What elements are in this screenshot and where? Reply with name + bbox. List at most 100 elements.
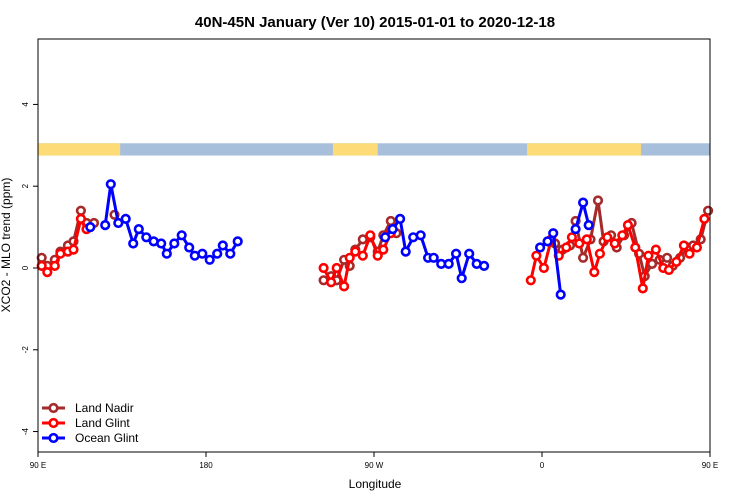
y-tick-label: 0 (21, 265, 30, 270)
data-point-land-glint (75, 213, 86, 224)
data-point-land-glint (574, 238, 585, 249)
data-point-land-glint (331, 262, 342, 274)
data-point-land-glint (699, 213, 710, 224)
data-point-ocean-glint (113, 217, 124, 229)
data-point-land-glint (630, 242, 641, 253)
data-point-ocean-glint (577, 197, 589, 208)
data-point-ocean-glint (105, 179, 116, 190)
data-point-land-glint (525, 275, 536, 286)
data-point-ocean-glint (456, 273, 467, 284)
data-point-ocean-glint (120, 213, 131, 224)
data-point-land-glint (357, 250, 368, 261)
y-tick-label: 4 (21, 102, 30, 107)
land-strip-segment (332, 143, 378, 156)
data-point-land-nadir (577, 252, 589, 263)
data-point-ocean-glint (232, 236, 243, 247)
data-point-land-nadir (385, 215, 396, 227)
data-point-ocean-glint (548, 228, 559, 239)
x-tick-label: 90 W (365, 461, 384, 470)
legend-item-ocean-glint: Ocean Glint (42, 431, 139, 445)
x-tick-label: 0 (540, 461, 545, 470)
legend-swatch-marker (48, 402, 59, 414)
y-tick-label: 2 (21, 183, 30, 188)
legend-swatch-marker (48, 417, 59, 429)
data-point-ocean-glint (204, 254, 215, 265)
data-point-land-glint (561, 242, 572, 253)
y-tick-label: -2 (21, 346, 30, 354)
data-point-land-glint (581, 234, 592, 245)
series-ocean-glint (85, 179, 594, 300)
data-point-ocean-glint (387, 224, 398, 235)
data-point-land-glint (68, 244, 79, 255)
data-point-land-glint (663, 264, 675, 276)
data-point-land-nadir (75, 205, 86, 216)
data-point-ocean-glint (534, 242, 546, 253)
legend-label: Ocean Glint (75, 431, 139, 445)
data-point-land-glint (678, 240, 690, 251)
data-point-land-glint (617, 230, 628, 241)
legend-swatch-marker (48, 432, 59, 444)
data-point-ocean-glint (400, 246, 411, 257)
data-point-land-glint (318, 262, 329, 274)
data-point-ocean-glint (197, 248, 208, 259)
data-point-land-glint (538, 262, 550, 274)
data-point-ocean-glint (184, 242, 195, 253)
data-point-land-glint (609, 238, 620, 249)
data-point-land-glint (378, 244, 389, 255)
data-point-ocean-glint (443, 258, 454, 270)
data-point-land-glint (602, 232, 613, 243)
data-point-land-glint (684, 248, 695, 259)
data-point-land-glint (643, 250, 654, 261)
data-point-land-nadir (702, 205, 714, 216)
data-point-land-glint (350, 246, 361, 257)
data-point-ocean-glint (225, 248, 236, 259)
data-point-ocean-glint (415, 230, 426, 241)
data-point-ocean-glint (133, 224, 144, 235)
legend-label: Land Glint (75, 416, 130, 430)
x-tick-label: 180 (199, 461, 213, 470)
data-point-land-nadir (661, 252, 673, 263)
data-point-land-glint (42, 267, 53, 278)
legend-item-land-nadir: Land Nadir (42, 401, 134, 415)
data-point-ocean-glint (395, 213, 406, 224)
data-point-ocean-glint (479, 260, 490, 272)
data-point-ocean-glint (451, 248, 462, 259)
data-point-ocean-glint (464, 248, 475, 259)
data-point-land-glint (566, 232, 578, 243)
data-point-land-glint (372, 250, 383, 261)
x-tick-label: 90 E (30, 461, 46, 470)
y-axis-title: XCO2 - MLO trend (ppm) (0, 178, 13, 313)
data-point-land-glint (365, 230, 376, 241)
series-layer (36, 179, 714, 300)
data-point-land-nadir (36, 252, 47, 263)
data-point-ocean-glint (583, 220, 594, 231)
data-point-ocean-glint (85, 222, 96, 233)
data-point-ocean-glint (156, 238, 167, 249)
data-point-land-glint (671, 256, 682, 268)
data-point-ocean-glint (141, 232, 152, 243)
legend-label: Land Nadir (75, 401, 134, 415)
x-axis: 90 E 180 90 W 0 90 E (30, 452, 718, 470)
data-point-ocean-glint (380, 232, 391, 243)
y-tick-label: -4 (21, 427, 30, 435)
data-point-land-glint (650, 244, 662, 255)
data-point-land-glint (589, 267, 600, 278)
data-point-ocean-glint (212, 248, 223, 259)
series-line-ocean-glint (384, 217, 485, 280)
data-point-land-nadir (592, 195, 604, 206)
data-point-ocean-glint (161, 248, 172, 259)
chart-title: 40N-45N January (Ver 10) 2015-01-01 to 2… (195, 14, 555, 31)
data-point-land-glint (594, 248, 606, 259)
data-point-ocean-glint (100, 220, 111, 231)
data-point-ocean-glint (570, 224, 581, 235)
land-strip-segment (527, 143, 641, 156)
data-point-land-glint (691, 242, 703, 253)
data-point-ocean-glint (217, 240, 228, 251)
x-axis-title: Longitude (349, 477, 402, 491)
data-point-ocean-glint (542, 236, 553, 247)
data-point-land-glint (344, 252, 355, 263)
data-point-land-glint (637, 283, 648, 294)
data-point-ocean-glint (128, 238, 139, 249)
